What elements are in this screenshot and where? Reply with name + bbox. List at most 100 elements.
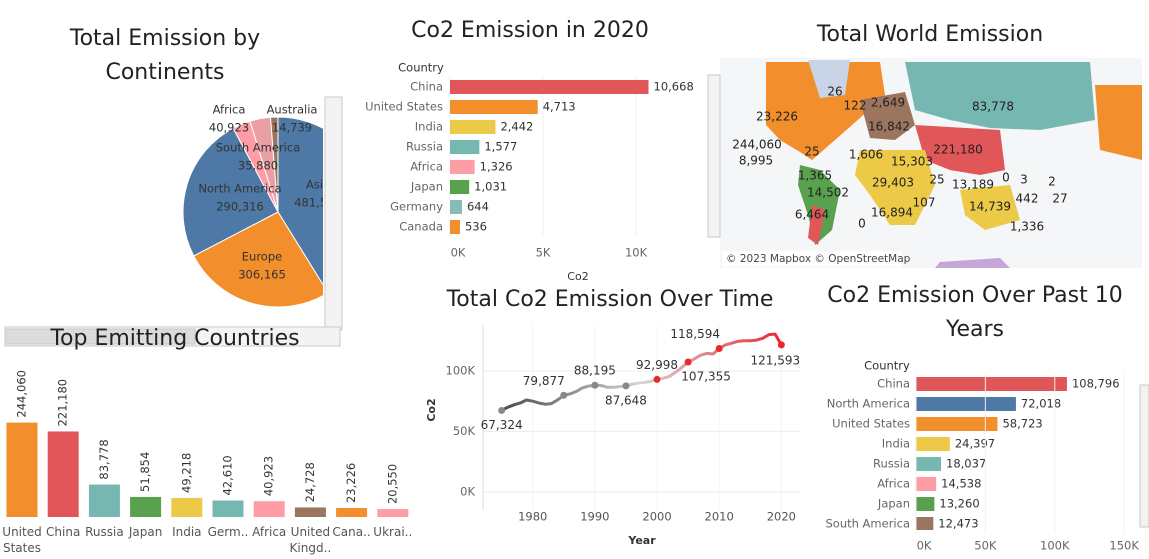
- value-label: 10,668: [654, 80, 694, 94]
- y-tick-label: Russia: [406, 140, 443, 154]
- value-label: 24,728: [303, 462, 317, 502]
- point: [498, 406, 506, 414]
- map-label: 1,365: [798, 169, 832, 183]
- bar: [130, 496, 162, 517]
- value-label: 1,326: [480, 160, 513, 174]
- x-tick-label: Cana..: [332, 525, 371, 539]
- pie-slice: [277, 116, 323, 286]
- y-tick-label: Africa: [877, 477, 910, 491]
- chart-title: Total World Emission: [816, 22, 1044, 47]
- value-label: 23,226: [344, 463, 358, 503]
- bar: [212, 500, 244, 517]
- x-tick-label: Africa: [252, 525, 287, 539]
- bar: [450, 80, 649, 94]
- map-label: 1,606: [849, 148, 883, 162]
- y-tick-label: China: [877, 377, 910, 391]
- map-land: [766, 62, 885, 160]
- point: [715, 344, 723, 352]
- slice-value: 290,316: [216, 200, 264, 214]
- map-label: 3: [1020, 173, 1028, 187]
- x-tick-label: 1990: [580, 510, 609, 524]
- value-label: 40,923: [262, 456, 276, 496]
- x-tick-label: United Kingd..: [289, 525, 332, 555]
- bar: [916, 397, 1016, 411]
- bar: [47, 431, 79, 517]
- x-tick-label: 2010: [705, 510, 734, 524]
- value-label: 24,397: [955, 437, 995, 451]
- value-label: 644: [467, 200, 489, 214]
- map-land: [960, 185, 1020, 230]
- point: [777, 341, 785, 349]
- point: [591, 381, 599, 389]
- x-tick-label: 1980: [518, 510, 547, 524]
- slice-value: 14,739: [272, 121, 312, 135]
- map-label: 83,778: [972, 100, 1014, 114]
- x-tick-label: United States: [2, 525, 42, 555]
- map-label: 25: [804, 145, 819, 159]
- bar: [253, 501, 285, 517]
- bar: [916, 417, 998, 431]
- value-label: 18,037: [946, 457, 986, 471]
- y-tick-label: China: [410, 80, 443, 94]
- value-label: 51,854: [138, 452, 152, 492]
- map-label: 16,842: [868, 120, 910, 134]
- x-tick-label: 150K: [1109, 539, 1139, 553]
- x-tick-label: Russia: [85, 525, 124, 539]
- slice-label: Asia: [306, 178, 330, 192]
- x-tick-label: China: [46, 525, 81, 539]
- bar: [450, 220, 460, 234]
- map-label: 14,739: [969, 200, 1011, 214]
- x-tick-label: Germ..: [207, 525, 249, 539]
- bar: [450, 180, 470, 194]
- x-axis-title: Year: [627, 534, 656, 547]
- value-label: 4,713: [543, 100, 576, 114]
- map-land: [905, 62, 1095, 130]
- map-label: 1,336: [1010, 220, 1044, 234]
- bar: [450, 200, 462, 214]
- bar: [171, 497, 203, 517]
- x-axis-title: Co2: [567, 270, 588, 283]
- point: [653, 375, 661, 383]
- x-tick-label: 5K: [536, 246, 551, 260]
- value-label: 536: [465, 220, 487, 234]
- value-label: 83,778: [97, 439, 111, 479]
- y-tick-label: South America: [825, 517, 910, 531]
- bar: [336, 508, 368, 517]
- map-label: 0: [1002, 171, 1010, 185]
- value-label: 92,998: [636, 358, 678, 372]
- chart-title: Co2 Emission in 2020: [411, 18, 649, 43]
- map-label: 0: [858, 217, 866, 231]
- value-label: 58,723: [1002, 417, 1042, 431]
- slice-value: 481,560: [294, 196, 342, 210]
- map-label: 6,464: [795, 208, 829, 222]
- x-tick-label: 100K: [1040, 539, 1070, 553]
- x-tick-label: 50K: [974, 539, 997, 553]
- axis-header: Country: [864, 359, 910, 373]
- slice-label: South America: [216, 141, 301, 155]
- bar: [916, 457, 942, 471]
- chart-title: Top Emitting Countries: [50, 326, 300, 351]
- y-tick-label: 50K: [453, 424, 476, 438]
- value-label: 107,355: [681, 370, 731, 384]
- map-label: 122: [844, 99, 867, 113]
- map-land: [855, 150, 935, 225]
- map-land: [808, 205, 825, 245]
- y-tick-label: United States: [832, 417, 910, 431]
- y-axis-title: Co2: [425, 398, 438, 421]
- y-tick-label: Africa: [410, 160, 443, 174]
- map-label: 23,226: [756, 110, 798, 124]
- bar: [450, 100, 538, 114]
- x-tick-label: 2000: [642, 510, 671, 524]
- bar: [377, 509, 409, 517]
- bar: [450, 120, 496, 134]
- value-label: 108,796: [1072, 377, 1120, 391]
- value-label: 13,260: [939, 497, 979, 511]
- y-tick-label: Japan: [410, 180, 443, 194]
- map-label: 2: [1048, 175, 1056, 189]
- pie-slice: [182, 127, 279, 257]
- x-tick-label: 0K: [917, 539, 932, 553]
- scrollbar: [1139, 384, 1149, 528]
- pie-slice: [269, 116, 279, 213]
- axis-header: Country: [398, 61, 444, 75]
